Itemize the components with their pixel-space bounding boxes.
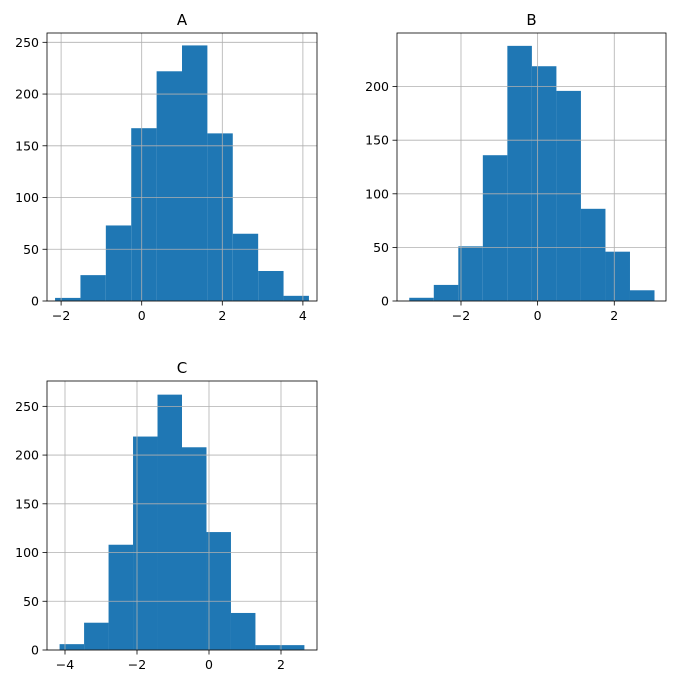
x-tick-label: 0 (534, 308, 542, 323)
y-tick-label: 100 (15, 545, 39, 560)
histogram-bar (80, 275, 106, 301)
x-tick-label: −4 (56, 657, 74, 672)
y-tick-label: 150 (15, 496, 39, 511)
x-tick-label: 2 (277, 657, 285, 672)
axes-frame (396, 32, 667, 302)
y-tick-label: 50 (23, 242, 39, 257)
y-tick-label: 150 (365, 133, 389, 148)
histogram-bar (206, 532, 231, 650)
y-tick-label: 50 (373, 240, 389, 255)
subplot-c: −4 −2 0 2 0 50 100 150 200 250 C (15, 359, 318, 672)
x-tick-label: 4 (299, 308, 307, 323)
histogram-bar (531, 66, 557, 302)
axes-frame (46, 32, 318, 302)
histogram-bar (255, 645, 280, 650)
subplot-a: −2 0 2 4 0 50 100 150 200 250 A (15, 11, 318, 323)
x-tick-label: −2 (452, 308, 470, 323)
y-tick-label: 0 (31, 294, 39, 309)
x-tick-label: 2 (610, 308, 618, 323)
histogram-bar (59, 644, 85, 650)
y-tick-label: 200 (15, 448, 39, 463)
x-tick-label: −2 (52, 308, 70, 323)
y-tick-label: 100 (15, 190, 39, 205)
subplot-title: C (177, 359, 187, 377)
histogram-bar (84, 622, 109, 650)
histogram-bar (55, 297, 81, 301)
histogram-bar (580, 208, 606, 301)
y-tick-label: 0 (31, 643, 39, 658)
histogram-bar (482, 155, 508, 301)
subplot-title: A (177, 11, 188, 29)
histogram-bar (207, 133, 233, 301)
x-tick-label: −2 (128, 657, 146, 672)
y-tick-label: 100 (365, 186, 389, 201)
x-tick-label: 2 (218, 308, 226, 323)
subplot-title: B (526, 11, 536, 29)
histogram-bar (182, 45, 208, 301)
axes-frame (46, 380, 318, 651)
histogram-bar (230, 612, 256, 650)
histogram-bar (258, 270, 284, 301)
histogram-bar (108, 544, 134, 650)
histogram-bar (507, 45, 532, 301)
y-tick-label: 0 (381, 294, 389, 309)
histogram-bar (409, 297, 434, 301)
histogram-bar (232, 233, 259, 301)
y-tick-label: 250 (15, 399, 39, 414)
histogram-bar (458, 246, 483, 301)
y-tick-label: 150 (15, 138, 39, 153)
histogram-bar (556, 90, 581, 301)
histogram-bar (283, 295, 309, 301)
x-tick-label: 0 (205, 657, 213, 672)
y-tick-label: 50 (23, 594, 39, 609)
histogram-bar (433, 284, 459, 301)
histogram-bar (279, 645, 305, 650)
histogram-bar (131, 128, 157, 301)
y-tick-label: 200 (365, 79, 389, 94)
histogram-bar (629, 290, 655, 301)
y-tick-label: 250 (15, 35, 39, 50)
histogram-bar (157, 394, 182, 650)
histogram-bar (605, 251, 630, 301)
y-tick-label: 200 (15, 87, 39, 102)
histogram-bar (105, 225, 132, 301)
x-tick-label: 0 (138, 308, 146, 323)
histogram-bar (156, 71, 182, 302)
histogram-bar (182, 447, 207, 650)
subplot-b: −2 0 2 0 50 100 150 200 B (365, 11, 667, 323)
